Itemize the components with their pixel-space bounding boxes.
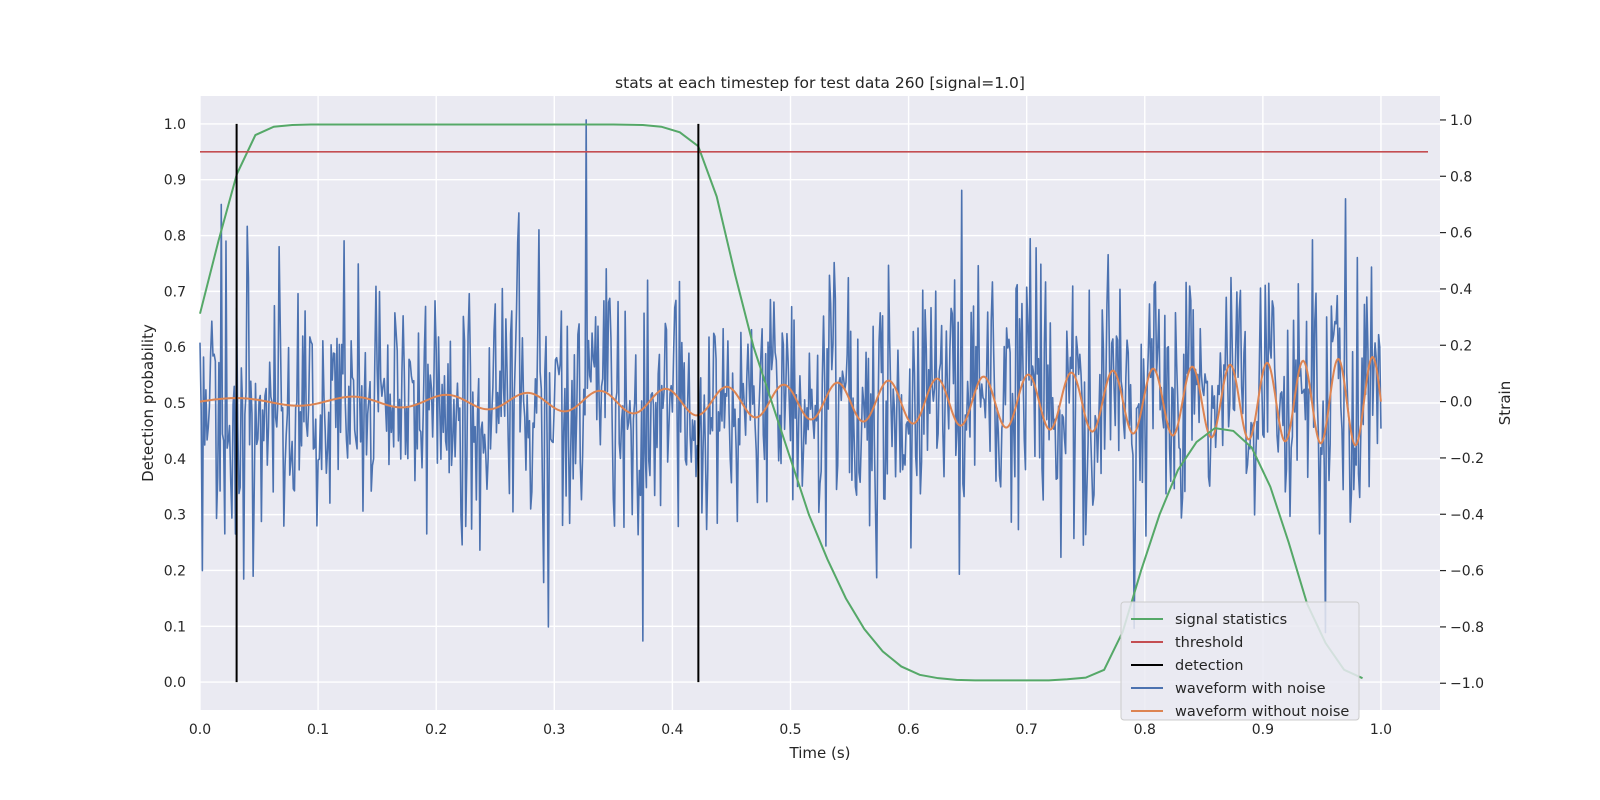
signal-statistics-line bbox=[199, 123, 1363, 682]
y2-axis-ticks: −1.0 −0.8 −0.6 −0.4 −0.2 0.0 0.2 0.4 0.6 0.8 1.0 bbox=[1440, 113, 1484, 692]
legend-label: waveform without noise bbox=[1175, 704, 1349, 720]
y-tick-label: 0.5 bbox=[164, 396, 186, 412]
y-tick-label: 0.4 bbox=[164, 452, 186, 468]
legend-label: detection bbox=[1175, 658, 1243, 674]
x-tick-label: 0.4 bbox=[661, 722, 683, 738]
y2-tick-label: 0.4 bbox=[1450, 282, 1472, 298]
chart-title: stats at each timestep for test data 260… bbox=[615, 74, 1025, 92]
x-axis-ticks: 0.0 0.1 0.2 0.3 0.4 0.5 0.6 0.7 0.8 0.9 1.0 bbox=[189, 722, 1392, 738]
y-tick-label: 0.8 bbox=[164, 229, 186, 245]
y-tick-label: 0.1 bbox=[164, 619, 186, 635]
x-tick-label: 0.1 bbox=[307, 722, 329, 738]
y2-tick-label: 0.2 bbox=[1450, 338, 1472, 354]
y2-tick-label: −1.0 bbox=[1450, 676, 1484, 692]
y2-tick-label: −0.4 bbox=[1450, 507, 1484, 523]
y-tick-label: 0.6 bbox=[164, 340, 186, 356]
y2-tick-label: 0.8 bbox=[1450, 169, 1472, 185]
x-tick-label: 0.2 bbox=[425, 722, 447, 738]
x-tick-label: 0.3 bbox=[543, 722, 565, 738]
y-tick-label: 0.0 bbox=[164, 675, 186, 691]
y-tick-label: 0.3 bbox=[164, 508, 186, 524]
y-tick-label: 1.0 bbox=[164, 117, 186, 133]
legend: signal statistics threshold detection wavef… bbox=[1120, 601, 1360, 721]
x-tick-label: 0.8 bbox=[1134, 722, 1156, 738]
legend-label: waveform with noise bbox=[1175, 681, 1326, 697]
x-tick-label: 0.0 bbox=[189, 722, 211, 738]
y2-tick-label: −0.8 bbox=[1450, 620, 1484, 636]
y2-tick-label: −0.6 bbox=[1450, 564, 1484, 580]
y2-tick-label: 1.0 bbox=[1450, 113, 1472, 129]
y-axis-label: Detection probability bbox=[139, 324, 157, 482]
series-layer bbox=[199, 119, 1428, 683]
y-tick-label: 0.9 bbox=[164, 173, 186, 189]
x-tick-label: 0.9 bbox=[1252, 722, 1274, 738]
legend-label: threshold bbox=[1175, 635, 1243, 651]
y-axis-ticks: 0.0 0.1 0.2 0.3 0.4 0.5 0.6 0.7 0.8 0.9 1.0 bbox=[164, 117, 186, 691]
x-tick-label: 0.7 bbox=[1016, 722, 1038, 738]
y2-tick-label: 0.0 bbox=[1450, 395, 1472, 411]
x-tick-label: 0.6 bbox=[897, 722, 919, 738]
y-tick-label: 0.2 bbox=[164, 563, 186, 579]
y-tick-label: 0.7 bbox=[164, 284, 186, 300]
x-tick-label: 0.5 bbox=[779, 722, 801, 738]
waveform-with-noise-line bbox=[199, 119, 1382, 642]
waveform-without-noise-line bbox=[199, 356, 1382, 447]
x-axis-label: Time (s) bbox=[789, 744, 851, 762]
y2-tick-label: 0.6 bbox=[1450, 226, 1472, 242]
legend-label: signal statistics bbox=[1175, 612, 1287, 628]
y2-axis-label: Strain bbox=[1496, 381, 1514, 425]
legend-box bbox=[1120, 601, 1360, 721]
y2-tick-label: −0.2 bbox=[1450, 451, 1484, 467]
x-tick-label: 1.0 bbox=[1370, 722, 1392, 738]
